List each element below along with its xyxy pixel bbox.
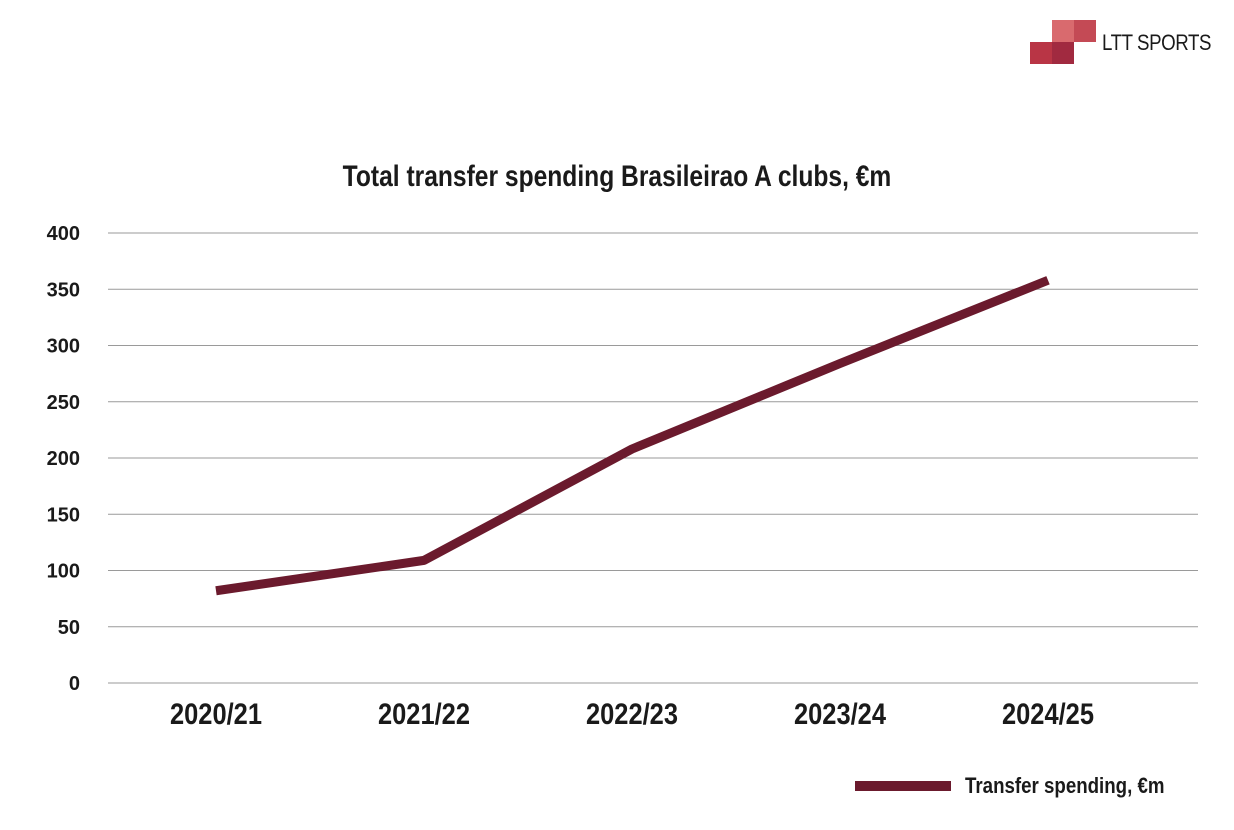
y-tick-label: 50 (58, 617, 80, 639)
logo-mark-icon (1030, 20, 1096, 64)
x-tick-label: 2022/23 (586, 698, 678, 731)
y-tick-label: 300 (47, 336, 80, 358)
y-tick-label: 150 (47, 504, 80, 526)
y-tick-label: 0 (69, 673, 80, 695)
series-line-0 (215, 276, 1050, 596)
x-tick-label: 2020/21 (170, 698, 262, 731)
chart-title: Total transfer spending Brasileirao A cl… (342, 160, 892, 193)
brand-name: LTT SPORTS (1102, 30, 1212, 55)
logo-square-bottom-right (1052, 42, 1074, 64)
y-tick-label: 400 (47, 223, 80, 245)
brand-logo: LTT SPORTS (1028, 18, 1218, 66)
legend-label: Transfer spending, €m (965, 773, 1165, 798)
legend: Transfer spending, €m (855, 770, 1200, 802)
x-tick-label: 2024/25 (1002, 698, 1094, 731)
x-tick-label: 2021/22 (378, 698, 470, 731)
series-lines (215, 276, 1050, 596)
logo-square-bottom-left (1030, 42, 1052, 64)
y-tick-label: 250 (47, 392, 80, 414)
y-axis-ticks: 0 50 100 150 200 250 300 350 400 (47, 223, 80, 695)
gridlines (108, 232, 1198, 684)
logo-square-top-right (1074, 20, 1096, 42)
x-axis-ticks: 2020/21 2021/22 2022/23 2023/24 2024/25 (170, 698, 1094, 731)
logo-square-top-left (1052, 20, 1074, 42)
y-tick-label: 350 (47, 279, 80, 301)
y-tick-label: 200 (47, 448, 80, 470)
x-tick-label: 2023/24 (794, 698, 886, 731)
legend-swatch (855, 781, 952, 791)
y-tick-label: 100 (47, 561, 80, 583)
